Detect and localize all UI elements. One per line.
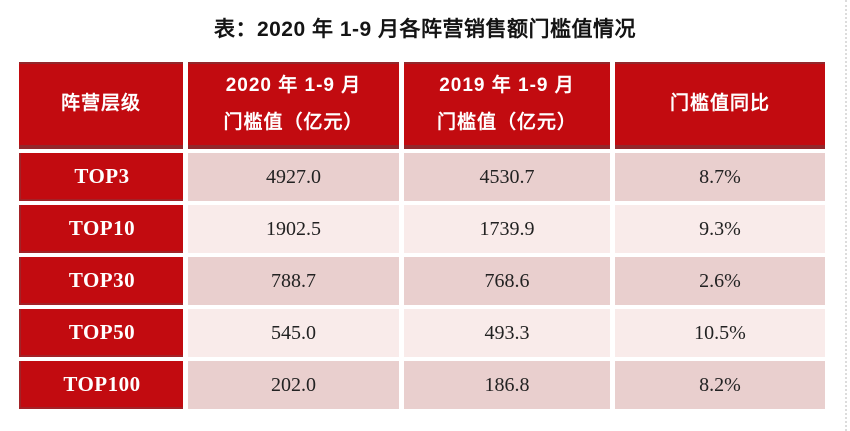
row-top10-2019-value: 1739.9 xyxy=(404,205,610,253)
row-top50-yoy-value: 10.5% xyxy=(615,309,825,357)
header-tier-label: 阵营层级 xyxy=(60,93,141,115)
header-2019-line2: 门槛值（亿元） xyxy=(436,111,577,133)
page-edge-dotted-line xyxy=(845,0,847,431)
row-top30-yoy-value: 2.6% xyxy=(615,257,825,305)
header-2020-line2: 门槛值（亿元） xyxy=(223,111,364,133)
header-tier-column: 阵营层级 xyxy=(19,62,183,149)
row-top50-2020-value: 545.0 xyxy=(188,309,399,357)
header-2020-threshold: 2020 年 1-9 月 门槛值（亿元） xyxy=(188,62,399,149)
row-top3-yoy-value: 8.7% xyxy=(615,153,825,201)
row-top100-tier: TOP100 xyxy=(19,361,183,409)
header-2019-line1: 2019 年 1-9 月 xyxy=(439,75,575,97)
row-top10-2020-value: 1902.5 xyxy=(188,205,399,253)
row-top3-tier: TOP3 xyxy=(19,153,183,201)
row-top100-yoy-value: 8.2% xyxy=(615,361,825,409)
row-top50-2019-value: 493.3 xyxy=(404,309,610,357)
row-top30-tier: TOP30 xyxy=(19,257,183,305)
row-top50-tier: TOP50 xyxy=(19,309,183,357)
header-2020-line1: 2020 年 1-9 月 xyxy=(225,75,362,97)
row-top100-2020-value: 202.0 xyxy=(188,361,399,409)
data-table: 阵营层级 2020 年 1-9 月 门槛值（亿元） 2019 年 1-9 月 门… xyxy=(19,62,825,409)
header-yoy: 门槛值同比 xyxy=(615,62,825,149)
row-top10-yoy-value: 9.3% xyxy=(615,205,825,253)
table-title: 表：2020 年 1-9 月各阵营销售额门槛值情况 xyxy=(213,18,637,41)
header-yoy-label: 门槛值同比 xyxy=(669,93,770,115)
row-top100-2019-value: 186.8 xyxy=(404,361,610,409)
row-top30-2020-value: 788.7 xyxy=(188,257,399,305)
header-2019-threshold: 2019 年 1-9 月 门槛值（亿元） xyxy=(404,62,610,149)
row-top3-2019-value: 4530.7 xyxy=(404,153,610,201)
row-top10-tier: TOP10 xyxy=(19,205,183,253)
row-top3-2020-value: 4927.0 xyxy=(188,153,399,201)
row-top30-2019-value: 768.6 xyxy=(404,257,610,305)
